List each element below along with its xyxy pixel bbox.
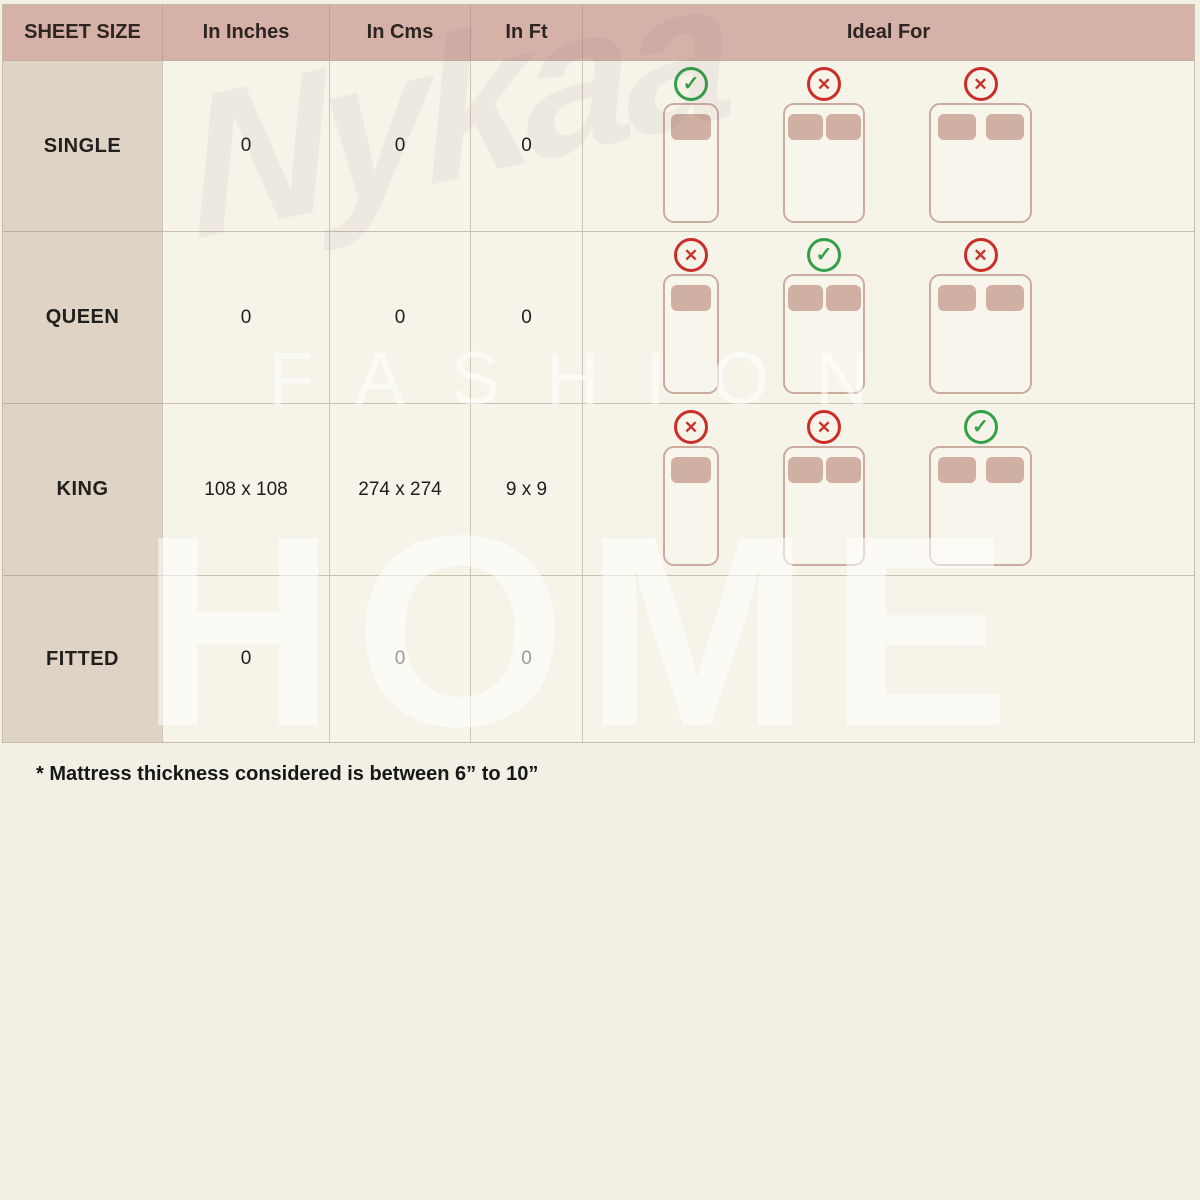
king-in-cms-value: 274 x 274 [330, 404, 471, 576]
cross-circle-icon [807, 67, 841, 101]
single-bed-option [663, 238, 719, 394]
single-ideal-for-cell [583, 61, 1194, 232]
single-bed-icon [663, 274, 719, 394]
check-circle-icon [807, 238, 841, 272]
cross-circle-icon [963, 238, 998, 272]
king-in-ft-value: 9 x 9 [471, 404, 583, 576]
double-bed-icon [783, 274, 865, 394]
header-ideal-for: Ideal For [583, 5, 1194, 61]
single-bed-icon [663, 446, 719, 566]
row-label-single: SINGLE [3, 61, 163, 232]
queen-in-inches-value: 0 [163, 232, 330, 404]
header-sheet-size: SHEET SIZE [3, 5, 163, 61]
pillow [787, 114, 861, 221]
fitted-ideal-for-cell [583, 576, 1194, 742]
pillow [671, 114, 711, 221]
check-circle-icon [963, 410, 998, 444]
row-label-queen: QUEEN [3, 232, 163, 404]
double-bed-icon [783, 446, 865, 566]
queen-ideal-for-cell [583, 232, 1194, 404]
king-bed-option [929, 67, 1032, 223]
cross-circle-icon [674, 238, 708, 272]
pillow [787, 457, 861, 564]
single-bed-icon [663, 103, 719, 223]
single-in-cms-value: 0 [330, 61, 471, 232]
pillow [671, 457, 711, 564]
fitted-in-inches-value: 0 [163, 576, 330, 742]
double-bed-icon [783, 103, 865, 223]
queen-in-cms-value: 0 [330, 232, 471, 404]
queen-in-ft-value: 0 [471, 232, 583, 404]
pillow [671, 285, 711, 392]
double-bed-option [783, 238, 865, 394]
king-bed-option [929, 238, 1032, 394]
row-label-king: KING [3, 404, 163, 576]
mattress-thickness-note: * Mattress thickness considered is betwe… [36, 763, 539, 785]
cross-circle-icon [807, 410, 841, 444]
king-bed-icon [929, 103, 1032, 223]
king-bed-option [929, 410, 1032, 566]
fitted-in-ft-value: 0 [471, 576, 583, 742]
header-in-inches: In Inches [163, 5, 330, 61]
header-in-cms: In Cms [330, 5, 471, 61]
king-bed-icon [929, 446, 1032, 566]
double-bed-option [783, 67, 865, 223]
double-bed-option [783, 410, 865, 566]
cross-circle-icon [963, 67, 998, 101]
pillow [787, 285, 861, 392]
fitted-in-cms-value: 0 [330, 576, 471, 742]
row-label-fitted: FITTED [3, 576, 163, 742]
single-in-inches-value: 0 [163, 61, 330, 232]
check-circle-icon [674, 67, 708, 101]
pillow [937, 457, 1024, 564]
header-in-ft: In Ft [471, 5, 583, 61]
single-bed-option [663, 410, 719, 566]
king-ideal-for-cell [583, 404, 1194, 576]
pillow [937, 285, 1024, 392]
single-bed-option [663, 67, 719, 223]
king-bed-icon [929, 274, 1032, 394]
pillow [937, 114, 1024, 221]
king-in-inches-value: 108 x 108 [163, 404, 330, 576]
sheet-size-table: SHEET SIZE In Inches In Cms In Ft Ideal … [2, 4, 1195, 743]
single-in-ft-value: 0 [471, 61, 583, 232]
cross-circle-icon [674, 410, 708, 444]
